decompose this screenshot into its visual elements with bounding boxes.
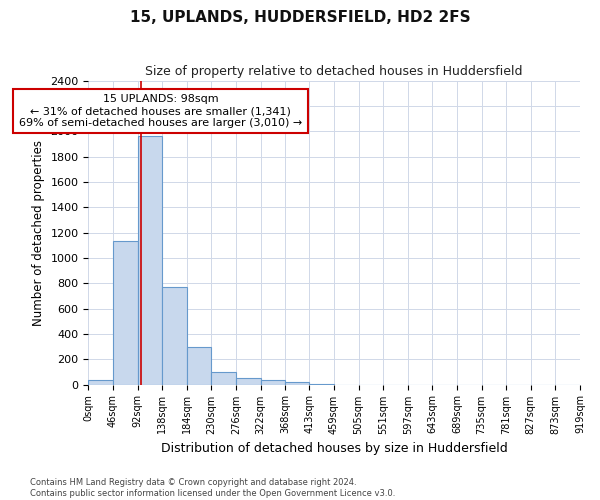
Bar — [88, 380, 113, 384]
Bar — [137, 136, 162, 384]
Bar — [260, 380, 285, 384]
Bar — [285, 382, 309, 384]
Bar — [113, 242, 137, 384]
Text: Contains HM Land Registry data © Crown copyright and database right 2024.
Contai: Contains HM Land Registry data © Crown c… — [30, 478, 395, 498]
Bar — [211, 372, 236, 384]
X-axis label: Distribution of detached houses by size in Huddersfield: Distribution of detached houses by size … — [161, 442, 508, 455]
Text: 15 UPLANDS: 98sqm
← 31% of detached houses are smaller (1,341)
69% of semi-detac: 15 UPLANDS: 98sqm ← 31% of detached hous… — [19, 94, 302, 128]
Y-axis label: Number of detached properties: Number of detached properties — [32, 140, 45, 326]
Bar — [236, 378, 260, 384]
Bar — [162, 287, 187, 384]
Text: 15, UPLANDS, HUDDERSFIELD, HD2 2FS: 15, UPLANDS, HUDDERSFIELD, HD2 2FS — [130, 10, 470, 25]
Bar — [187, 347, 211, 385]
Title: Size of property relative to detached houses in Huddersfield: Size of property relative to detached ho… — [145, 65, 523, 78]
